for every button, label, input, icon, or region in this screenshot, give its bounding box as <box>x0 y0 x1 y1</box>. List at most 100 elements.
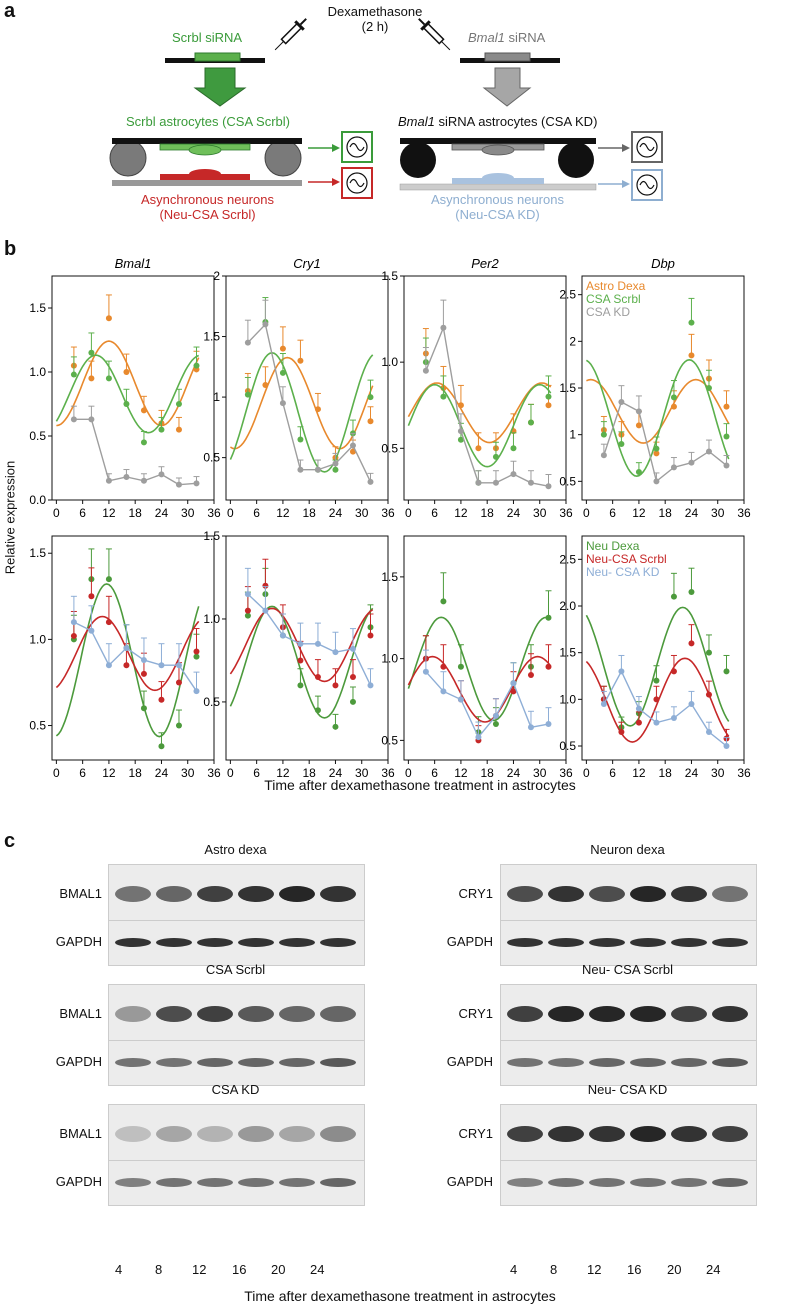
blot-strip <box>108 1160 365 1206</box>
blot-band <box>589 1126 625 1142</box>
data-point <box>297 682 304 689</box>
data-point <box>600 452 607 459</box>
x-tick-label: 6 <box>609 506 616 520</box>
chart-frame <box>581 535 745 761</box>
blot-strip <box>500 1104 757 1166</box>
blot-band <box>156 1058 192 1067</box>
blot-strip <box>108 920 365 966</box>
async-neurons-line-1: Asynchronous neurons <box>141 192 274 207</box>
blot-title: Neu- CSA Scrbl <box>581 962 674 977</box>
blot-band <box>507 1126 543 1142</box>
syringe-icon <box>418 18 451 51</box>
blot-title: CSA Scrbl <box>205 962 266 977</box>
x-tick-label: 36 <box>207 766 221 780</box>
blot-band <box>156 886 192 902</box>
time-label: 16 <box>232 1262 247 1277</box>
fit-curve <box>407 383 552 468</box>
dexa-line-2: (2 h) <box>361 19 389 34</box>
blot-band <box>320 1178 356 1187</box>
data-point <box>367 394 374 401</box>
data-point <box>349 674 356 681</box>
data-point <box>279 632 286 639</box>
fit-curve <box>229 351 374 473</box>
blot-band <box>712 1058 748 1067</box>
data-point <box>422 367 429 374</box>
y-tick-label: 1.5 <box>203 330 220 344</box>
data-point <box>688 701 695 707</box>
blot-band <box>712 938 748 947</box>
data-point <box>175 426 182 433</box>
data-point <box>653 445 660 452</box>
chart-title: Dbp <box>651 256 675 271</box>
series-line <box>247 323 372 483</box>
data-point <box>688 319 695 326</box>
x-tick-label: 18 <box>659 506 673 520</box>
blot-band <box>548 1058 584 1067</box>
time-label: 12 <box>587 1262 602 1277</box>
blot-band <box>507 1178 543 1187</box>
blot-band <box>712 886 748 902</box>
data-point <box>527 671 534 678</box>
data-point <box>457 402 464 409</box>
blot-row-label: GAPDH <box>55 1174 102 1189</box>
data-point <box>193 653 200 660</box>
data-point <box>670 403 677 410</box>
x-tick-label: 36 <box>381 506 395 520</box>
data-point <box>314 640 321 647</box>
x-tick-label: 0 <box>227 766 234 780</box>
x-tick-label: 30 <box>181 506 195 520</box>
chart-title: Bmal1 <box>115 256 152 271</box>
data-point <box>670 715 677 721</box>
blot-band <box>238 1126 274 1142</box>
data-point <box>457 663 464 670</box>
blot-row-label: CRY1 <box>458 1126 493 1141</box>
time-label: 12 <box>192 1262 207 1277</box>
x-tick-label: 0 <box>583 766 590 780</box>
data-point <box>367 418 374 425</box>
data-point <box>314 707 321 714</box>
data-point <box>140 439 147 446</box>
blot-band <box>712 1178 748 1187</box>
data-point <box>244 591 251 598</box>
time-label: 4 <box>115 1262 123 1277</box>
fit-curve <box>56 340 200 427</box>
blot-strip <box>108 1104 365 1166</box>
time-label: 20 <box>667 1262 682 1277</box>
x-tick-label: 24 <box>329 766 343 780</box>
data-point <box>457 436 464 443</box>
series-line <box>247 593 372 686</box>
x-tick-label: 0 <box>53 506 60 520</box>
data-point <box>175 662 182 669</box>
data-point <box>314 406 321 413</box>
blot-band <box>279 1126 315 1142</box>
y-tick-label: 1.0 <box>381 652 398 666</box>
x-tick-label: 18 <box>659 766 673 780</box>
data-point <box>88 627 95 634</box>
blot-band <box>197 1058 233 1067</box>
x-tick-label: 18 <box>129 766 143 780</box>
blot-band <box>507 1058 543 1067</box>
data-point <box>140 477 147 484</box>
x-tick-label: 0 <box>405 766 412 780</box>
data-point <box>635 705 642 712</box>
y-tick-label: 1.0 <box>29 632 46 646</box>
y-tick-label: 1.0 <box>203 612 220 626</box>
data-point <box>244 612 251 619</box>
x-tick-label: 24 <box>685 766 699 780</box>
data-point <box>492 479 499 486</box>
data-point <box>440 688 447 695</box>
blot-band <box>589 886 625 902</box>
chart-frame <box>51 275 215 501</box>
data-point <box>653 719 660 726</box>
legend-entry: CSA KD <box>586 305 630 319</box>
data-point <box>332 460 339 467</box>
y-tick-label: 1 <box>569 428 576 442</box>
data-point <box>105 619 112 626</box>
async-neurons-label: Asynchronous neurons (Neu-CSA Scrbl) <box>110 192 305 222</box>
data-point <box>367 478 374 485</box>
data-point <box>618 441 625 447</box>
y-tick-label: 2 <box>569 334 576 348</box>
data-point <box>193 688 200 695</box>
data-point <box>158 426 165 433</box>
